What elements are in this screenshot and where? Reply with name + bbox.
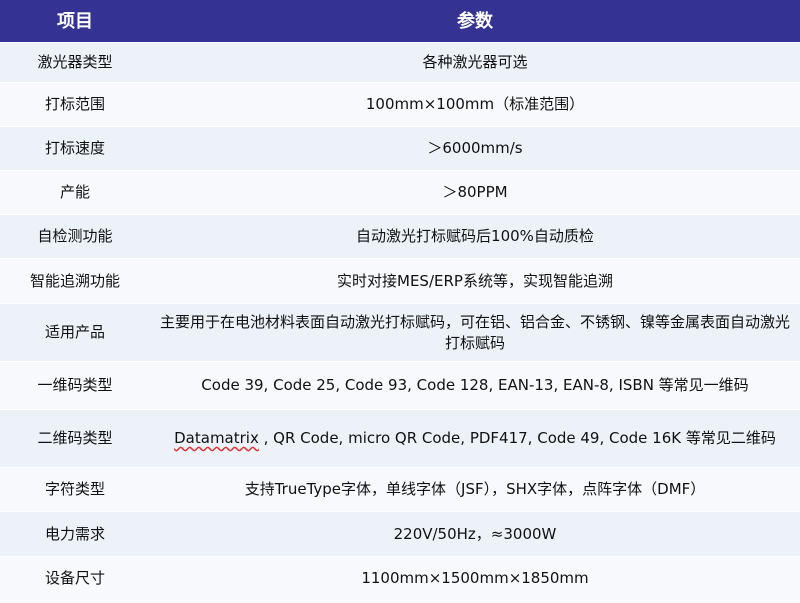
table-row: 电力需求 220V/50Hz，≈3000W [0,511,800,557]
row-value: ＞80PPM [150,170,800,215]
spellcheck-word: Datamatrix [174,429,259,447]
row-item: 设备尺寸 [0,556,150,601]
header-parameter: 参数 [150,0,800,43]
table-header: 项目 参数 [0,0,800,43]
table-row: 产能 ＞80PPM [0,170,800,215]
row-item: 激光器类型 [0,42,150,83]
row-item: 一维码类型 [0,361,150,410]
table-row: 激光器类型 各种激光器可选 [0,42,800,83]
row-value: 1100mm×1500mm×1850mm [150,556,800,601]
table-row: 二维码类型 Datamatrix , QR Code, micro QR Code… [0,409,800,468]
table-row: 一维码类型 Code 39, Code 25, Code 93, Code 128… [0,361,800,410]
row-item: 打标速度 [0,126,150,171]
row-item: 电力需求 [0,511,150,557]
row-value-rest: , QR Code, micro QR Code, PDF417, Code 4… [258,429,776,447]
row-value: 主要用于在电池材料表面自动激光打标赋码，可在铝、铝合金、不锈钢、镍等金属表面自动… [150,303,800,362]
row-item: 自检测功能 [0,214,150,259]
row-value: 自动激光打标赋码后100%自动质检 [150,214,800,259]
table-row: 自检测功能 自动激光打标赋码后100%自动质检 [0,214,800,259]
row-value: ＞6000mm/s [150,126,800,171]
table-row: 适用产品 主要用于在电池材料表面自动激光打标赋码，可在铝、铝合金、不锈钢、镍等金属… [0,303,800,362]
table-row: 打标速度 ＞6000mm/s [0,126,800,171]
row-value: 100mm×100mm（标准范围） [150,82,800,127]
row-item: 适用产品 [0,303,150,362]
row-item: 二维码类型 [0,409,150,468]
row-item: 打标范围 [0,82,150,127]
row-value: 实时对接MES/ERP系统等，实现智能追溯 [150,258,800,304]
row-item: 字符类型 [0,467,150,512]
row-value: Code 39, Code 25, Code 93, Code 128, EAN… [150,361,800,410]
table-row: 设备尺寸 1100mm×1500mm×1850mm [0,556,800,601]
row-value: 220V/50Hz，≈3000W [150,511,800,557]
table-row: 打标范围 100mm×100mm（标准范围） [0,82,800,127]
row-item: 智能追溯功能 [0,258,150,304]
table-row: 智能追溯功能 实时对接MES/ERP系统等，实现智能追溯 [0,258,800,304]
row-value: 支持TrueType字体，单线字体（JSF），SHX字体，点阵字体（DMF） [150,467,800,512]
row-value: Datamatrix , QR Code, micro QR Code, PDF… [150,409,800,468]
row-value: 各种激光器可选 [150,42,800,83]
row-item: 产能 [0,170,150,215]
table-row: 字符类型 支持TrueType字体，单线字体（JSF），SHX字体，点阵字体（DM… [0,467,800,512]
header-item: 项目 [0,0,150,43]
